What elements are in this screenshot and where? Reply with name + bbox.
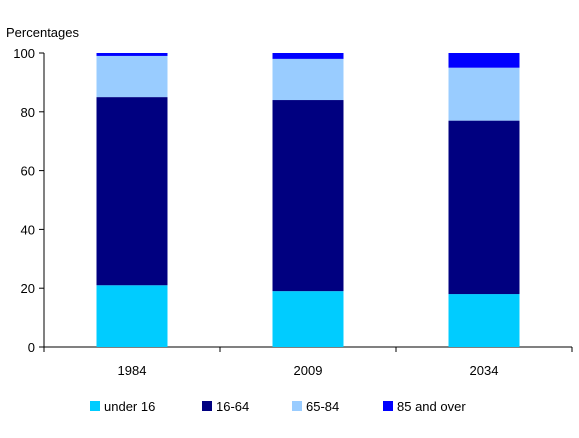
y-tick-label: 20 xyxy=(21,281,35,296)
y-tick-label: 40 xyxy=(21,222,35,237)
bar-segment xyxy=(448,67,520,121)
legend-swatch xyxy=(90,401,100,411)
legend-swatch xyxy=(202,401,212,411)
bar-segment xyxy=(96,53,168,56)
legend-label: 85 and over xyxy=(397,399,466,414)
bar-segment xyxy=(272,291,344,347)
legend-label: under 16 xyxy=(104,399,155,414)
bar-segment xyxy=(448,120,520,295)
bar-segment xyxy=(96,285,168,347)
bar-stacks xyxy=(96,53,520,347)
y-axis-title: Percentages xyxy=(6,25,79,40)
bar-segment xyxy=(272,58,344,101)
y-tick-label: 0 xyxy=(28,340,35,355)
x-tick-label: 1984 xyxy=(118,363,147,378)
bar-segment xyxy=(448,53,520,68)
x-tick-label: 2009 xyxy=(294,363,323,378)
bar-segment xyxy=(272,100,344,292)
y-tick-label: 60 xyxy=(21,164,35,179)
x-axis-ticks: 1984 2009 2034 xyxy=(43,347,573,378)
y-tick-label: 80 xyxy=(21,105,35,120)
bar-segment xyxy=(272,53,344,59)
bar-segment xyxy=(448,294,520,347)
legend-label: 16-64 xyxy=(216,399,249,414)
y-axis-ticks: 0 20 40 60 80 100 xyxy=(13,46,44,355)
legend-label: 65-84 xyxy=(306,399,339,414)
bar-segment xyxy=(96,97,168,286)
bar-segment xyxy=(96,55,168,98)
legend: under 16 16-64 65-84 85 and over xyxy=(90,399,466,414)
x-tick-label: 2034 xyxy=(470,363,499,378)
legend-swatch xyxy=(292,401,302,411)
y-tick-label: 100 xyxy=(13,46,35,61)
legend-swatch xyxy=(383,401,393,411)
